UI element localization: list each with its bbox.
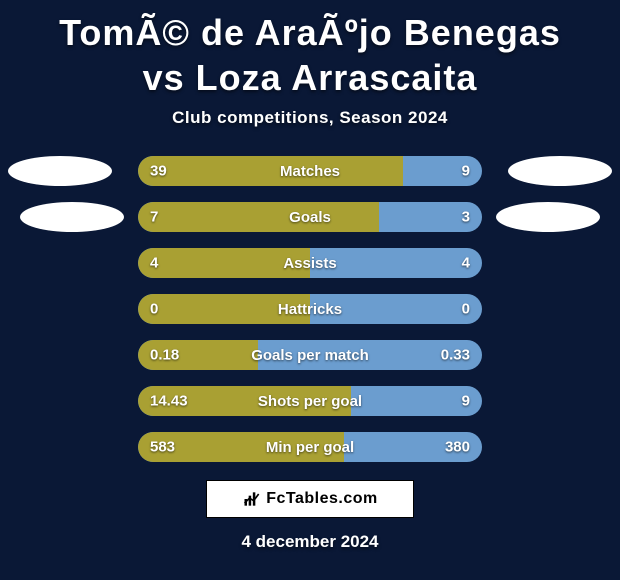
stat-value-right: 9 <box>462 163 470 180</box>
logo-box: FcTables.com <box>206 480 414 518</box>
stat-row: 7Goals3 <box>0 202 620 232</box>
stat-value-right: 380 <box>445 439 470 456</box>
stat-bar-left-fill <box>138 294 310 324</box>
stat-bar-left-fill <box>138 202 379 232</box>
stat-value-right: 0 <box>462 301 470 318</box>
stat-value-right: 4 <box>462 255 470 272</box>
stat-bar: 7Goals3 <box>138 202 482 232</box>
stat-bar-left-fill <box>138 156 403 186</box>
stat-bar: 0Hattricks0 <box>138 294 482 324</box>
stat-bar: 4Assists4 <box>138 248 482 278</box>
stat-value-left: 583 <box>150 439 175 456</box>
stat-value-right: 0.33 <box>441 347 470 364</box>
date: 4 december 2024 <box>0 532 620 552</box>
stat-value-right: 3 <box>462 209 470 226</box>
stat-row: 0Hattricks0 <box>0 294 620 324</box>
player-badge-left <box>20 202 124 232</box>
stat-value-left: 0 <box>150 301 158 318</box>
player-badge-right <box>508 156 612 186</box>
stat-row: 4Assists4 <box>0 248 620 278</box>
player-badge-left <box>8 156 112 186</box>
stat-value-left: 39 <box>150 163 167 180</box>
stat-value-left: 0.18 <box>150 347 179 364</box>
stat-row: 39Matches9 <box>0 156 620 186</box>
stat-bar-left-fill <box>138 248 310 278</box>
stat-row: 14.43Shots per goal9 <box>0 386 620 416</box>
stats-container: 39Matches9 7Goals3 4Assists4 0Hattricks0 0.1… <box>0 156 620 462</box>
stat-bar: 0.18Goals per match0.33 <box>138 340 482 370</box>
stat-value-right: 9 <box>462 393 470 410</box>
stat-value-left: 7 <box>150 209 158 226</box>
page-title: TomÃ© de AraÃºjo Benegas vs Loza Arrasca… <box>0 0 620 108</box>
stat-value-left: 14.43 <box>150 393 188 410</box>
subtitle: Club competitions, Season 2024 <box>0 108 620 128</box>
logo-text: FcTables.com <box>266 490 378 508</box>
stat-bar: 39Matches9 <box>138 156 482 186</box>
stat-row: 583Min per goal380 <box>0 432 620 462</box>
chart-icon <box>242 489 262 509</box>
player-badge-right <box>496 202 600 232</box>
stat-bar: 583Min per goal380 <box>138 432 482 462</box>
stat-bar: 14.43Shots per goal9 <box>138 386 482 416</box>
stat-value-left: 4 <box>150 255 158 272</box>
stat-row: 0.18Goals per match0.33 <box>0 340 620 370</box>
